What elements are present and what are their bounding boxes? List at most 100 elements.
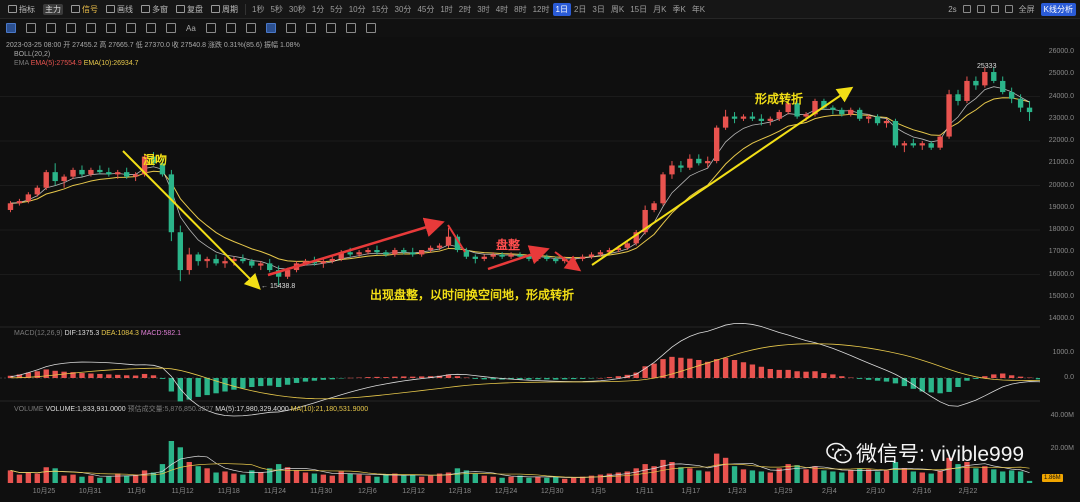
boll-label[interactable]: BOLL(20,2) [14,51,51,58]
consolidation-arrow-down [447,224,466,253]
delete-icon[interactable] [345,23,356,33]
period-6[interactable]: 15分 [371,4,389,14]
text-tool-icon[interactable]: Aa [186,23,196,33]
high-price-label: 25333 [977,63,997,70]
candle-body [973,80,979,86]
ema-label[interactable]: EMA [14,60,29,67]
rectangle-icon[interactable] [146,23,156,33]
kline-chart[interactable] [0,37,1040,484]
x-tick: 12月18 [448,488,472,495]
crosshair-icon[interactable] [26,23,36,33]
volume-bar [758,471,765,483]
kline-analysis-button[interactable]: K线分析 [1040,2,1076,16]
volume-bar [1008,470,1015,483]
layout-icon[interactable] [976,5,985,13]
volume-bar [70,474,76,483]
toolbar-button-1[interactable]: 主力 [39,0,67,19]
settings-icon[interactable] [990,5,999,13]
eye-icon[interactable] [325,23,336,33]
volume-bar [427,475,434,483]
ruler-icon[interactable] [225,23,236,33]
period-1[interactable]: 5秒 [270,4,283,14]
macd-bar [168,378,175,392]
volume-bar [839,472,845,483]
toolbar-button-0[interactable]: 指标 [4,0,39,19]
macd-bar [883,378,890,382]
macd-label[interactable]: MACD(12,26,9) [14,330,63,337]
trendline-icon[interactable] [46,23,56,33]
period-20[interactable]: 月K [653,4,667,14]
fullscreen-button[interactable]: 全屏 [1018,4,1035,14]
candle-body [731,116,738,119]
candle-body [713,127,720,162]
period-12[interactable]: 4时 [495,4,509,14]
period-22[interactable]: 年K [691,4,706,14]
period-0[interactable]: 1秒 [252,4,265,14]
volume-bar [767,472,773,483]
period-2[interactable]: 30秒 [288,4,306,14]
period-15[interactable]: 1日 [552,2,571,16]
refresh-interval[interactable]: 2s [948,4,957,14]
period-5[interactable]: 10分 [348,4,366,14]
volume-bar [365,475,371,483]
toolbar-button-5[interactable]: 复盘 [172,0,207,19]
link-icon[interactable] [305,23,316,33]
toolbar-button-3[interactable]: 画线 [102,0,137,19]
volume-ma10-line [10,463,1030,478]
candle-body [240,258,246,262]
pattern-icon[interactable] [126,23,136,33]
camera-icon[interactable] [962,5,971,13]
volume-bar [937,470,943,483]
candle-body [705,161,711,164]
toolbar-button-2[interactable]: 信号 [67,0,102,19]
period-13[interactable]: 8时 [514,4,527,14]
volume-bar [579,476,586,483]
period-21[interactable]: 季K [672,4,686,14]
x-tick: 11月6 [127,488,146,495]
date-axis: 10月25 10月31 11月6 11月12 11月18 11月24 11月30 12月6 12… [0,484,1080,502]
macd-bar [16,374,23,378]
toolbar-button-6[interactable]: 周期 [207,0,242,19]
macd-bar [588,378,595,379]
filter-icon[interactable] [365,23,376,33]
period-17[interactable]: 3日 [592,4,605,14]
lock-icon[interactable] [265,23,276,33]
volume-bar [955,464,961,483]
period-3[interactable]: 1分 [311,4,325,14]
visibility-icon[interactable] [285,23,296,33]
volume-bar [213,472,219,483]
period-7[interactable]: 30分 [394,4,412,14]
brush-icon[interactable] [166,23,176,33]
period-11[interactable]: 3时 [477,4,490,14]
volume-bar [499,477,505,483]
volume-bar [526,477,532,483]
layout-grid-icon[interactable] [6,23,16,33]
candle-body [767,118,773,121]
ema5-value: EMA(5):27554.9 [30,60,82,67]
period-18[interactable]: 周K [610,4,625,14]
volume-label[interactable]: VOLUME [14,406,44,413]
volume-bar [302,472,309,483]
volume-bar [776,468,782,483]
period-8[interactable]: 45分 [417,4,435,14]
undo-icon[interactable] [1004,5,1013,13]
period-19[interactable]: 15日 [630,4,648,14]
period-9[interactable]: 1时 [440,4,453,14]
period-14[interactable]: 12时 [532,4,550,14]
period-4[interactable]: 5分 [330,4,343,14]
x-tick: 1月11 [635,488,654,495]
channel-icon[interactable] [86,23,96,33]
period-10[interactable]: 2时 [458,4,472,14]
horizontal-line-icon[interactable] [66,23,76,33]
volume-bar [481,475,487,483]
period-16[interactable]: 2日 [573,4,587,14]
toolbar-button-4[interactable]: 多窗 [137,0,172,19]
magnet-icon[interactable] [245,23,256,33]
fibonacci-icon[interactable] [106,23,116,33]
measure-icon[interactable] [205,23,216,33]
volume-bar [7,470,14,483]
volume-bar [436,473,443,483]
volume-bar [463,470,470,483]
y-tick: 19000.0 [1048,203,1074,211]
macd-bar [660,359,666,378]
